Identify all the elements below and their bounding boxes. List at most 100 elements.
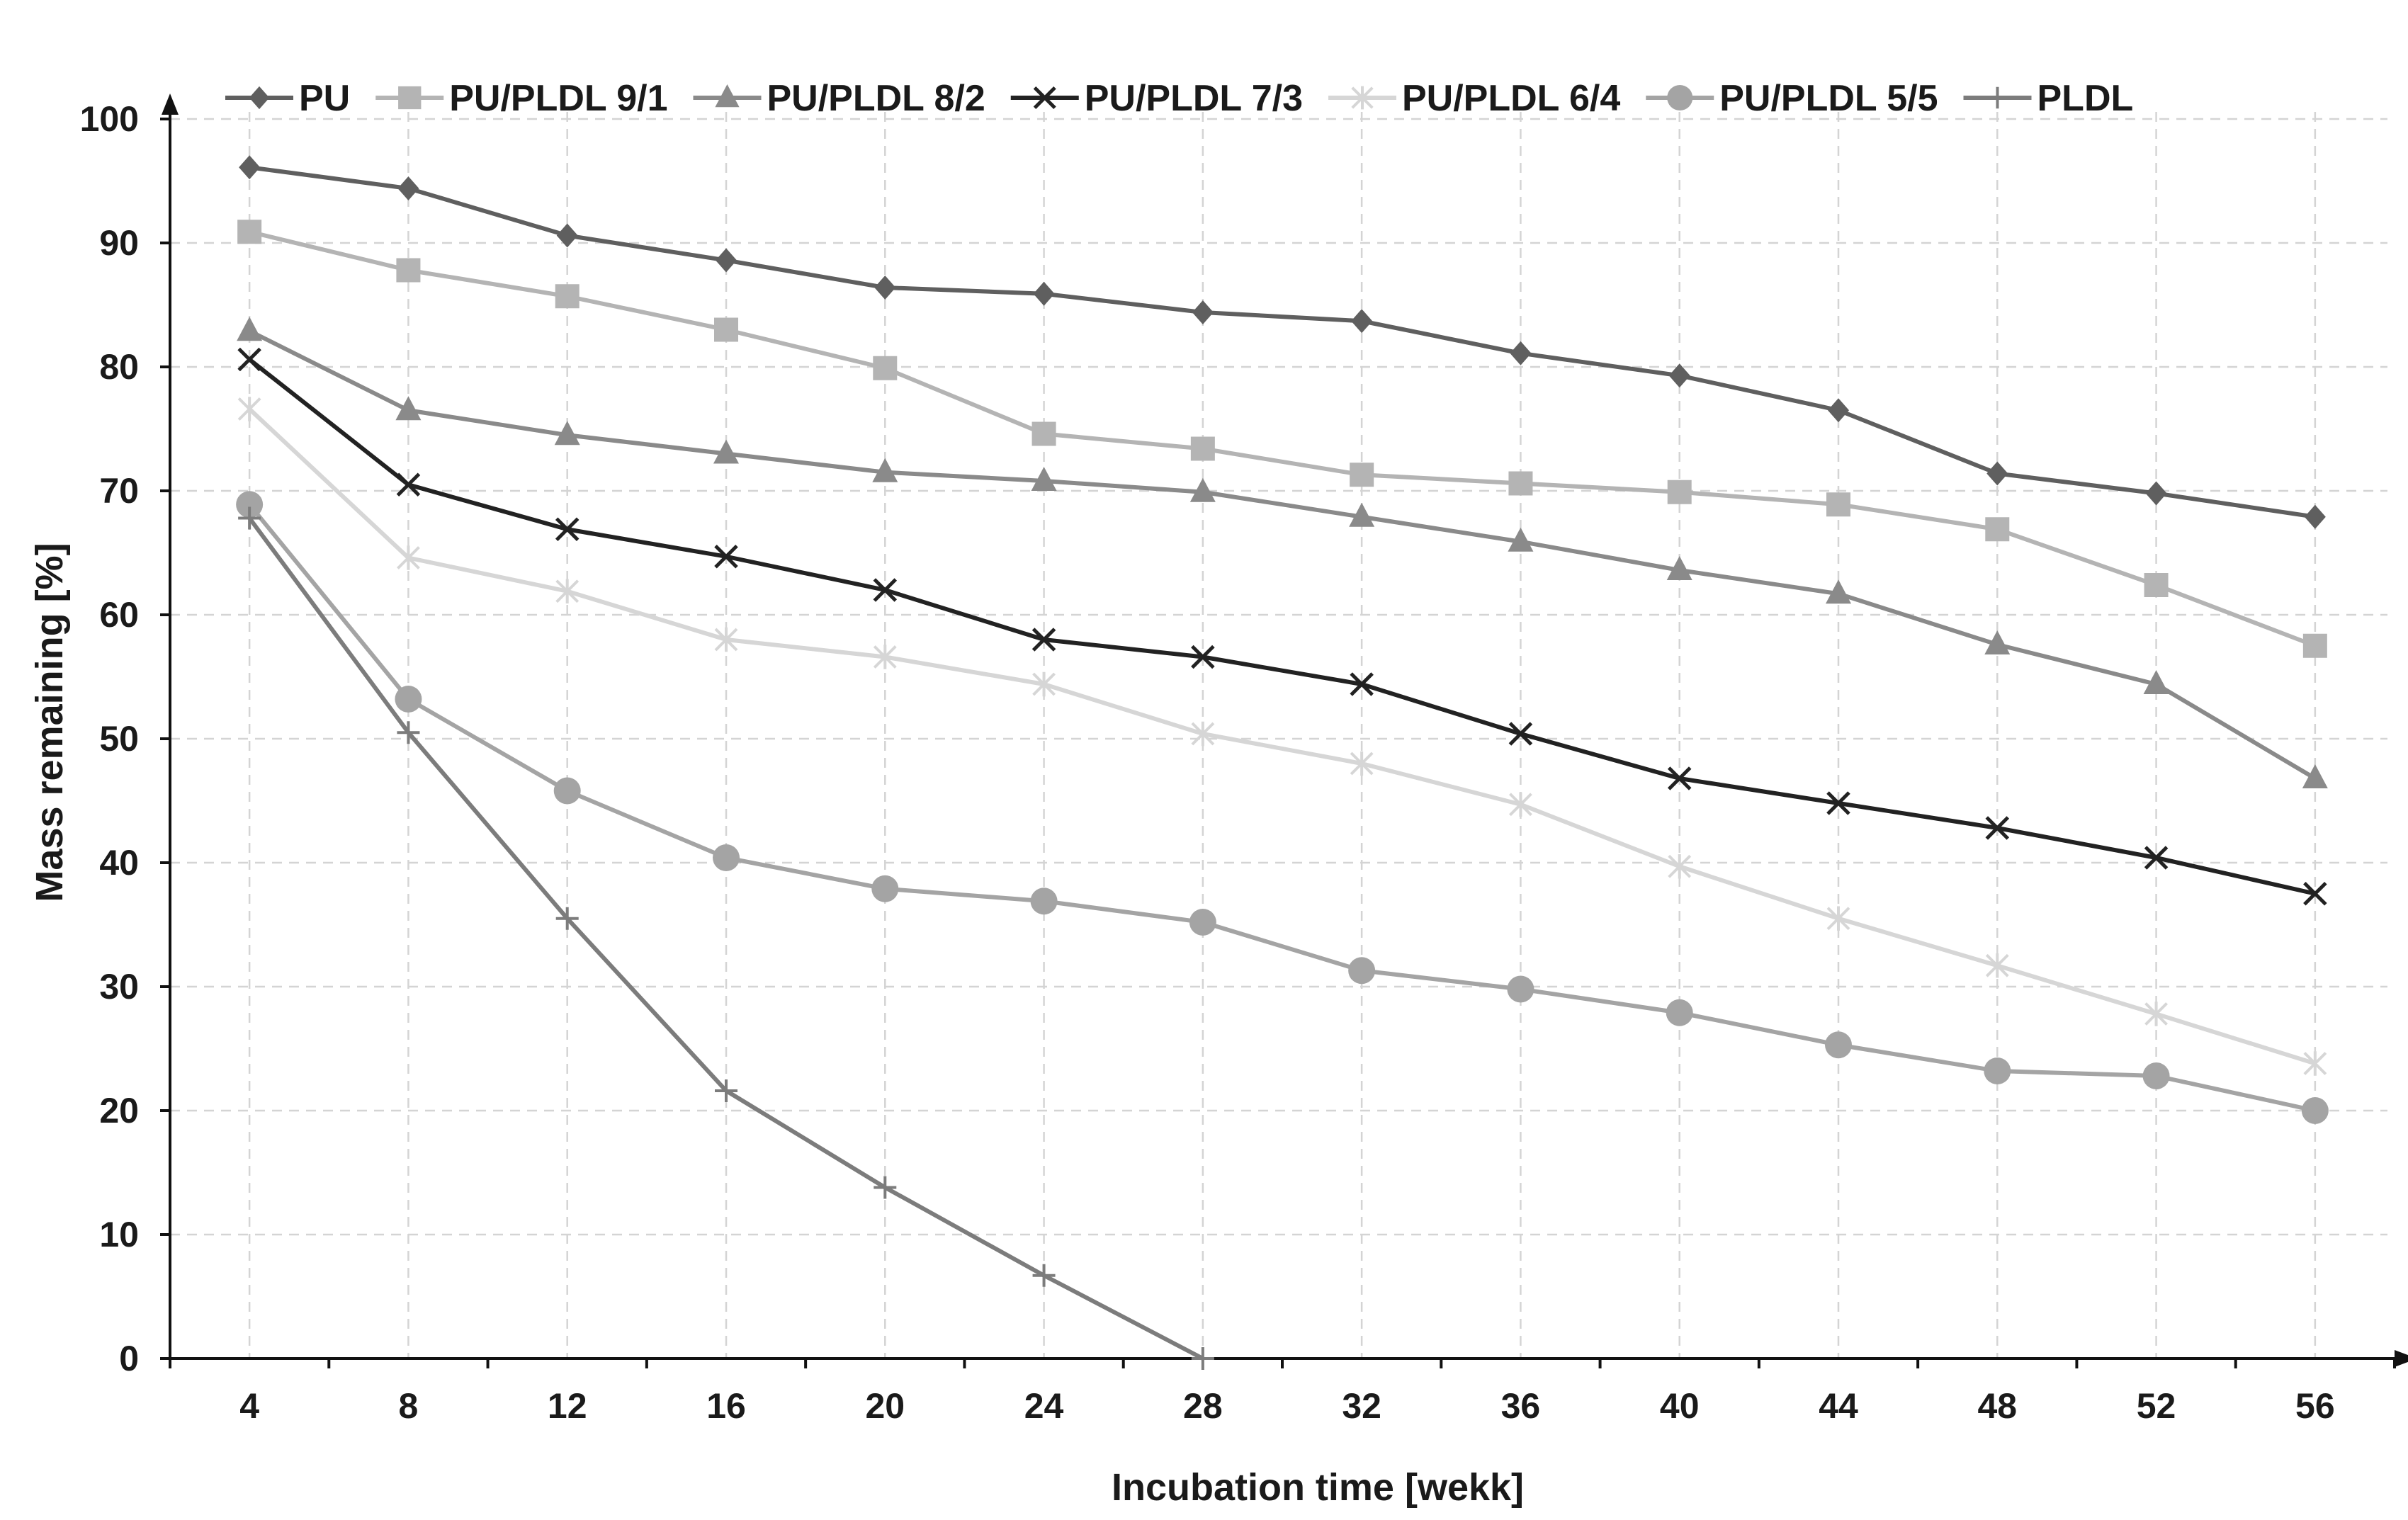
data-point-diamond: [874, 276, 896, 300]
legend-label: PLDL: [2037, 78, 2134, 119]
series-pu: [239, 155, 2326, 529]
data-point-triangle: [1349, 502, 1375, 527]
data-point-triangle: [715, 84, 740, 108]
axes: [160, 93, 2408, 1368]
x-tick-label: 32: [1342, 1386, 1381, 1426]
x-axis-arrow: [2395, 1350, 2408, 1367]
data-point-diamond: [1510, 341, 1532, 365]
data-point-triangle: [1189, 477, 1216, 502]
data-point-x: [1985, 816, 2010, 840]
data-point-plus: [555, 907, 579, 930]
data-point-square: [398, 86, 422, 110]
data-point-x: [714, 544, 738, 569]
data-point-star: [1351, 86, 1374, 110]
data-point-x: [555, 517, 580, 542]
data-point-circle: [1348, 957, 1376, 985]
x-tick-label: 8: [399, 1386, 419, 1426]
data-point-plus: [1191, 1347, 1214, 1370]
data-point-circle: [553, 777, 581, 805]
data-point-square: [237, 220, 262, 244]
data-point-diamond: [239, 155, 261, 180]
x-tick-label: 20: [865, 1386, 905, 1426]
data-point-star: [1826, 906, 1850, 931]
data-point-square: [714, 317, 738, 342]
data-point-circle: [1030, 887, 1058, 915]
data-point-triangle: [2143, 670, 2169, 694]
data-point-circle: [1507, 975, 1534, 1003]
data-point-triangle: [2302, 764, 2328, 788]
data-point-triangle: [713, 439, 739, 464]
data-point-plus: [397, 721, 420, 744]
data-point-star: [714, 627, 738, 652]
x-tick-label: 40: [1660, 1386, 1700, 1426]
series-line: [248, 407, 2316, 1066]
data-point-square: [2144, 573, 2169, 597]
data-point-circle: [2142, 1062, 2170, 1089]
x-axis-title: Incubation time [wekk]: [1112, 1466, 1524, 1509]
y-axis-title: Mass remaining [%]: [28, 543, 71, 902]
series-line: [248, 329, 2317, 781]
legend-label: PU/PLDL 7/3: [1085, 78, 1303, 119]
data-point-diamond: [249, 86, 270, 110]
data-point-triangle: [1826, 579, 1851, 604]
legend-item: PU/PLDL 9/1: [375, 78, 668, 119]
data-point-triangle: [1984, 630, 2011, 654]
x-tick-label: 44: [1819, 1386, 1858, 1426]
y-tick-label: 80: [99, 347, 139, 387]
data-point-square: [873, 356, 898, 380]
data-point-diamond: [2304, 504, 2326, 529]
x-tick-label: 4: [239, 1386, 259, 1426]
legend-label: PU: [299, 78, 350, 119]
data-point-square: [396, 258, 421, 283]
data-point-diamond: [716, 248, 737, 273]
data-point-triangle: [554, 421, 580, 446]
grid: [170, 112, 2387, 1359]
data-point-plus: [1986, 86, 2008, 109]
series-pu-pldl-9-1: [237, 220, 2327, 658]
data-point-square: [1190, 436, 1215, 461]
data-point-star: [1032, 671, 1056, 697]
series-pu-pldl-6-4: [237, 397, 2327, 1076]
data-point-star: [2303, 1051, 2327, 1076]
data-point-square: [1667, 480, 1692, 504]
data-point-x: [1508, 722, 1533, 746]
data-point-star: [1191, 721, 1215, 747]
data-point-square: [1985, 517, 2010, 542]
data-point-star: [1668, 854, 1692, 879]
data-point-diamond: [1192, 300, 1214, 324]
data-point-plus: [874, 1176, 897, 1199]
data-point-circle: [2301, 1097, 2329, 1124]
data-point-square: [1508, 471, 1533, 496]
data-point-diamond: [556, 223, 578, 248]
y-tick-label: 10: [99, 1215, 139, 1254]
y-tick-label: 20: [99, 1091, 139, 1130]
data-point-square: [2302, 633, 2327, 658]
y-tick-label: 100: [80, 99, 139, 139]
data-point-diamond: [1828, 398, 1849, 423]
data-point-x: [1031, 628, 1056, 652]
x-tick-label: 36: [1501, 1386, 1541, 1426]
x-tick-label: 28: [1183, 1386, 1223, 1426]
series-pu-pldl-7-3: [237, 347, 2327, 906]
data-point-diamond: [1668, 363, 1690, 388]
legend-label: PU/PLDL 6/4: [1402, 78, 1620, 119]
data-point-star: [1985, 953, 2009, 978]
data-point-star: [1509, 792, 1532, 817]
data-point-triangle: [1666, 556, 1692, 580]
legend: PU PU/PLDL 9/1 PU/PLDL 8/2 PU/PLDL 7/3 PU/PL…: [225, 78, 2133, 119]
data-point-plus: [1032, 1264, 1056, 1287]
data-point-x: [1033, 86, 1056, 110]
x-tick-label: 24: [1024, 1386, 1064, 1426]
series-pu-pldl-5-5: [236, 491, 2329, 1124]
data-point-circle: [871, 875, 899, 902]
data-point-circle: [713, 844, 740, 871]
y-tick-label: 0: [119, 1339, 139, 1378]
data-point-square: [555, 284, 580, 309]
data-point-star: [397, 545, 420, 570]
data-point-x: [237, 347, 261, 372]
legend-label: PU/PLDL 9/1: [449, 78, 667, 119]
data-point-plus: [715, 1079, 737, 1102]
x-tick-label: 12: [548, 1386, 587, 1426]
x-tick-label: 16: [706, 1386, 746, 1426]
